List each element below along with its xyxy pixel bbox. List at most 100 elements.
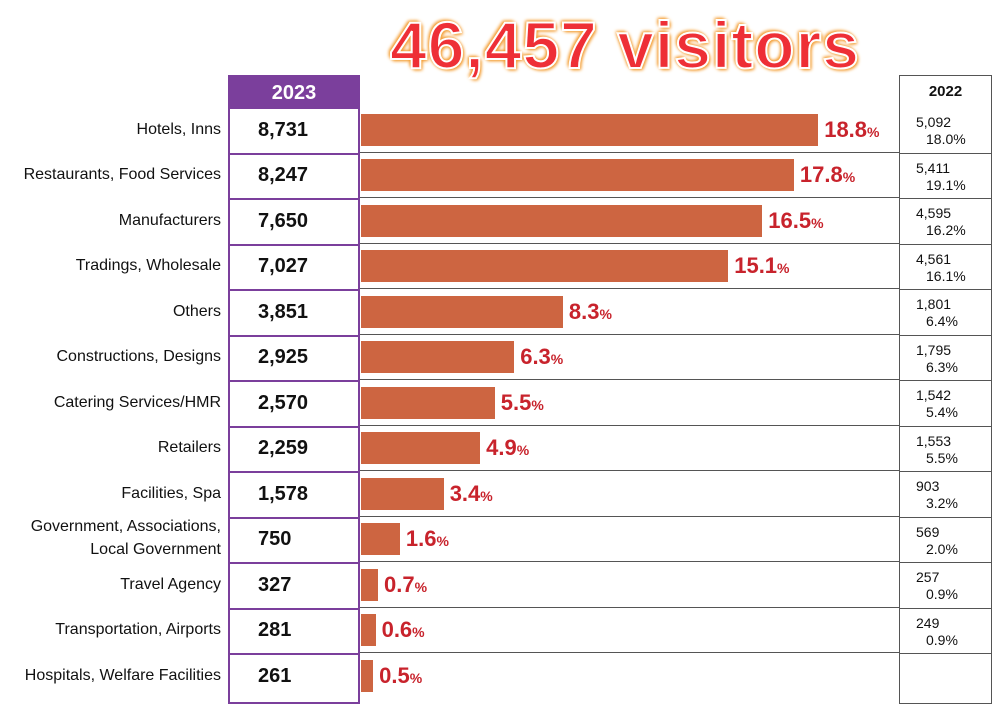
row-divider-2022 <box>900 471 991 472</box>
row-divider <box>360 242 899 244</box>
row-divider-2023 <box>230 334 358 337</box>
year-2022-column: 2022 5,092 18.0% 5,411 19.1% 4,595 16.2% 4,561… <box>899 75 992 704</box>
bar-percent-value: 6.3 <box>520 344 551 370</box>
bar-percent-label: 16.5% <box>768 208 823 236</box>
row-divider-2023 <box>230 152 358 155</box>
bar-percent-value: 0.5 <box>379 662 410 688</box>
value-2023: 8,731 <box>258 118 309 141</box>
value-2022: 4,561 <box>916 250 952 267</box>
bar-percent-value: 3.4 <box>449 480 481 506</box>
value-2023: 281 <box>258 619 292 642</box>
row-divider-2022 <box>900 243 991 245</box>
category-label: Travel Agency <box>120 575 221 593</box>
bar-percent-value: 15.1 <box>734 253 778 279</box>
row-divider <box>360 379 899 380</box>
row-divider-2023 <box>230 562 358 564</box>
bar-percent-unit: % <box>414 578 428 595</box>
value-2023: 2,259 <box>258 437 309 460</box>
row-divider-2022 <box>900 425 991 427</box>
category-label: Catering Services/HMR <box>53 393 221 411</box>
row-divider-2023 <box>230 653 358 655</box>
value-2022: 5,092 <box>916 114 952 130</box>
row-divider-2022 <box>900 653 991 654</box>
bar <box>361 386 495 419</box>
value-2022: 4,595 <box>916 205 952 221</box>
value-2023: 7,650 <box>258 209 309 232</box>
percent-2022: 0.9% <box>926 586 958 602</box>
row-divider-2022 <box>900 380 991 381</box>
percent-2022: 5.5% <box>926 449 958 466</box>
row-divider-2022 <box>900 289 991 290</box>
row-divider-2022 <box>900 562 991 563</box>
bar-percent-label: 1.6% <box>406 526 449 554</box>
percent-2022: 0.9% <box>926 631 958 648</box>
category-label-line: Local Government <box>90 541 221 559</box>
bar-percent-label: 8.3% <box>569 299 612 327</box>
row-divider-2023 <box>230 607 358 610</box>
bar-percent-label: 4.9% <box>486 435 529 463</box>
row-divider-2023 <box>230 471 358 473</box>
percent-2022: 2.0% <box>926 540 958 557</box>
bar <box>361 568 379 601</box>
bar <box>361 159 794 192</box>
value-2022: 5,411 <box>916 159 950 176</box>
row-divider-2023 <box>230 243 358 246</box>
bar <box>361 204 763 237</box>
bar-percent-value: 16.5 <box>768 207 812 233</box>
value-2023: 1,578 <box>258 482 309 505</box>
bar-percent-value: 0.6 <box>381 617 413 643</box>
bar-percent-label: 6.3% <box>520 344 563 372</box>
bar-percent-value: 8.3 <box>568 298 600 324</box>
bar-percent-unit: % <box>412 624 425 641</box>
chart-title: 46,457 visitors <box>389 8 860 82</box>
percent-2022: 16.2% <box>926 222 966 238</box>
row-divider <box>360 606 899 608</box>
value-2022: 1,801 <box>916 296 952 312</box>
category-label: Transportation, Airports <box>55 621 221 639</box>
row-divider-2022 <box>900 607 991 609</box>
value-2023: 750 <box>258 528 292 551</box>
row-divider <box>360 424 899 426</box>
bar-percent-unit: % <box>480 487 493 504</box>
percent-2022: 3.2% <box>926 495 958 511</box>
row-divider <box>360 652 899 653</box>
category-label: Restaurants, Food Services <box>23 166 221 184</box>
bar <box>361 113 819 146</box>
bar-percent-label: 18.8% <box>824 117 879 145</box>
bar-percent-label: 5.5% <box>501 390 544 418</box>
row-divider <box>360 470 899 471</box>
value-2023: 8,247 <box>258 164 309 187</box>
year-2022-header: 2022 <box>928 83 963 100</box>
percent-2022: 18.0% <box>926 131 966 147</box>
bar <box>361 250 729 283</box>
row-divider-2023 <box>230 198 358 200</box>
row-divider <box>360 561 899 562</box>
percent-2022: 6.4% <box>926 313 958 329</box>
bar-percent-label: 15.1% <box>734 253 789 281</box>
value-2023: 2,570 <box>258 391 309 414</box>
bar-percent-unit: % <box>777 260 790 277</box>
value-2022: 1,542 <box>916 387 952 403</box>
row-divider-2022 <box>900 198 991 199</box>
row-divider-2023 <box>230 380 358 382</box>
category-label: Manufacturers <box>118 211 221 229</box>
value-2023: 261 <box>258 664 292 687</box>
bar <box>361 614 376 647</box>
category-label: Facilities, Spa <box>121 484 221 502</box>
value-2022: 249 <box>916 614 940 631</box>
bar-percent-label: 0.5% <box>379 663 422 691</box>
bar-percent-unit: % <box>436 533 449 550</box>
category-label-line: Government, Associations, <box>30 518 221 536</box>
value-2023: 2,925 <box>258 346 309 369</box>
bar-percent-label: 0.7% <box>384 572 427 600</box>
percent-2022: 5.4% <box>926 404 958 420</box>
row-divider-2022 <box>900 334 991 336</box>
bar-percent-unit: % <box>811 214 824 231</box>
value-2023: 327 <box>258 573 292 596</box>
value-2022: 569 <box>916 523 940 540</box>
bar <box>361 295 563 328</box>
percent-2022: 6.3% <box>926 358 958 375</box>
value-2022: 903 <box>916 478 940 494</box>
value-2022: 1,795 <box>916 341 952 358</box>
